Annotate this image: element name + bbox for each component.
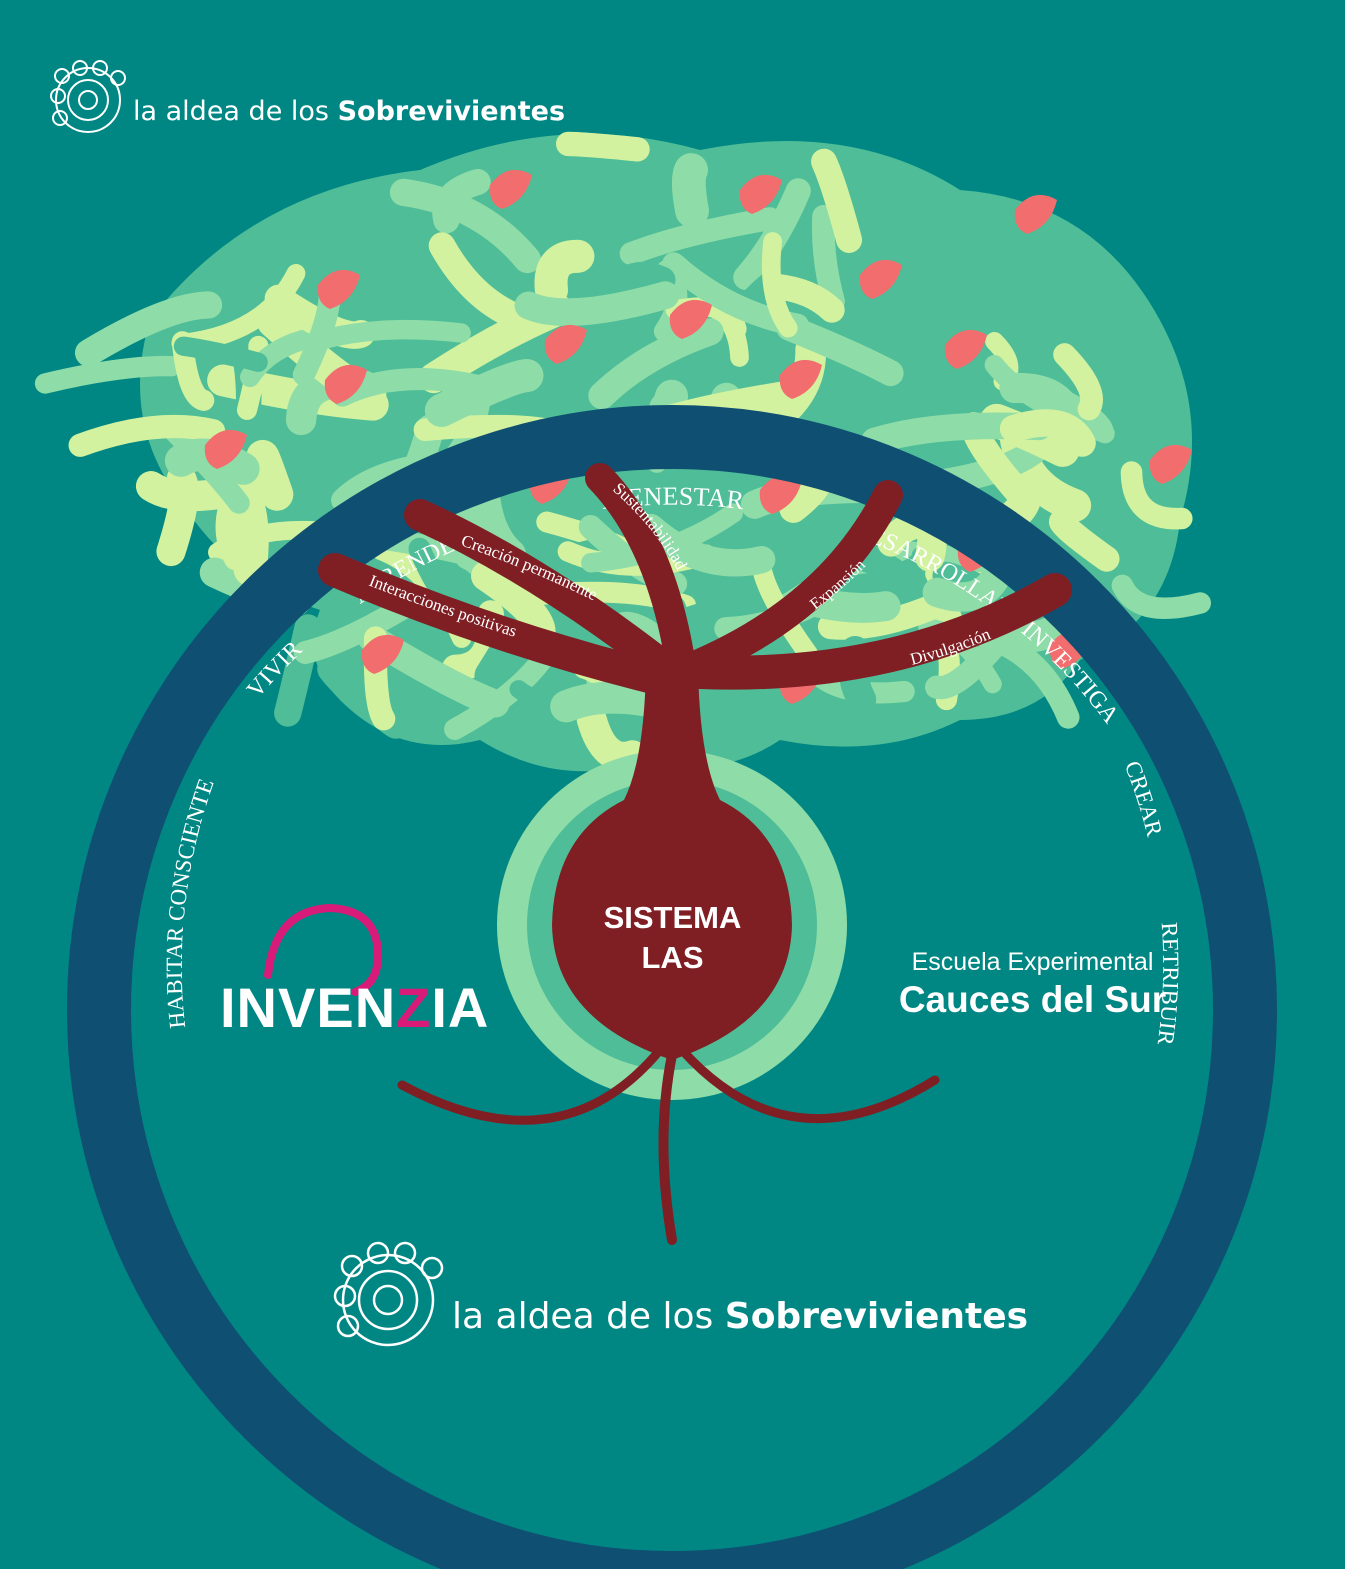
fruit-shape	[944, 329, 987, 369]
spiral-logo-bottom-icon	[333, 1241, 444, 1347]
leaf-stroke	[173, 336, 268, 372]
fruit-shape	[361, 634, 404, 674]
fruit-shape	[324, 364, 367, 404]
header-brand-prefix: la aldea de los	[133, 96, 329, 127]
fruit-shape	[317, 269, 360, 309]
leaf-stroke	[514, 281, 680, 327]
leaf-stroke	[761, 232, 798, 338]
leaf-stroke	[619, 207, 782, 266]
school-name: Escuela Experimental Cauces del Sur	[860, 948, 1205, 1021]
leaf-stroke	[293, 594, 419, 664]
fruit-shape	[739, 174, 782, 214]
leaf-stroke	[1111, 574, 1212, 620]
leaf-stroke	[671, 153, 709, 228]
invenzia-part2: IA	[431, 976, 490, 1039]
core-label: SISTEMA LAS	[560, 898, 785, 978]
fruit-shape	[489, 169, 532, 209]
spiral-logo-top-icon	[50, 60, 126, 133]
leaf-stroke	[665, 554, 813, 636]
leaf-stroke	[246, 440, 294, 511]
header-brand: la aldea de los Sobrevivientes	[133, 96, 565, 127]
leaf-stroke	[637, 513, 776, 577]
fruit-shape	[859, 259, 902, 299]
leaf-stroke	[776, 314, 904, 387]
fruit-shape	[544, 324, 587, 364]
leaf-stroke	[764, 273, 845, 323]
leaf-stroke	[1120, 461, 1193, 530]
tree-roots	[397, 1045, 940, 1245]
leaf-stroke	[274, 614, 322, 727]
values-ring	[67, 405, 1277, 1569]
tree-branches	[318, 463, 1072, 697]
leaf-stroke	[68, 414, 226, 457]
fruit-shape	[779, 359, 822, 399]
leaf-stroke	[428, 232, 526, 329]
fruit-shape	[1014, 194, 1057, 234]
tree-trunk-core	[552, 670, 792, 1060]
core-line2: LAS	[641, 940, 704, 975]
leaf-stroke	[581, 503, 743, 573]
leaf-stroke	[444, 645, 556, 740]
invenzia-part1: INVEN	[220, 976, 397, 1039]
leaf-stroke	[922, 562, 1011, 612]
leaf-stroke	[811, 204, 845, 313]
footer-brand-prefix: la aldea de los	[452, 1296, 714, 1337]
leaf-stroke	[432, 168, 491, 234]
leaf-stroke	[1025, 300, 1144, 349]
fruit-shape	[1149, 444, 1192, 484]
core-line1: SISTEMA	[603, 900, 742, 935]
fruit-shape	[759, 474, 802, 514]
leaf-stroke	[984, 355, 1115, 444]
invenzia-logo: INVENZIA	[220, 975, 489, 1040]
ring-word-habitar-consciente: HABITAR CONSCIENTE	[162, 775, 219, 1029]
leaf-stroke	[1053, 343, 1103, 421]
header-brand-name: Sobrevivientes	[337, 96, 566, 127]
leaf-stroke	[811, 148, 863, 253]
leaf-stroke	[424, 358, 544, 428]
leaf-stroke	[999, 409, 1096, 457]
fruit-shape	[204, 429, 247, 469]
fruit-shape	[669, 299, 712, 339]
leaf-stroke	[389, 178, 541, 274]
invenzia-z: Z	[396, 976, 432, 1039]
leaf-stroke	[74, 291, 223, 367]
leaf-stroke	[555, 131, 650, 162]
leaf-stroke	[156, 463, 199, 567]
school-line2: Cauces del Sur	[898, 979, 1167, 1020]
invenzia-arc-icon	[264, 903, 383, 996]
leaf-stroke	[311, 319, 471, 350]
leaf-stroke	[925, 629, 1011, 700]
leaf-stroke	[588, 318, 724, 410]
leaf-stroke	[1048, 508, 1120, 572]
leaf-stroke	[534, 239, 595, 307]
leaf-stroke	[34, 355, 182, 394]
school-line1: Escuela Experimental	[911, 948, 1154, 976]
leaf-stroke	[550, 681, 672, 723]
leaf-stroke	[949, 190, 1042, 288]
footer-brand: la aldea de los Sobrevivientes	[452, 1296, 1028, 1337]
footer-brand-name: Sobrevivientes	[724, 1296, 1029, 1337]
